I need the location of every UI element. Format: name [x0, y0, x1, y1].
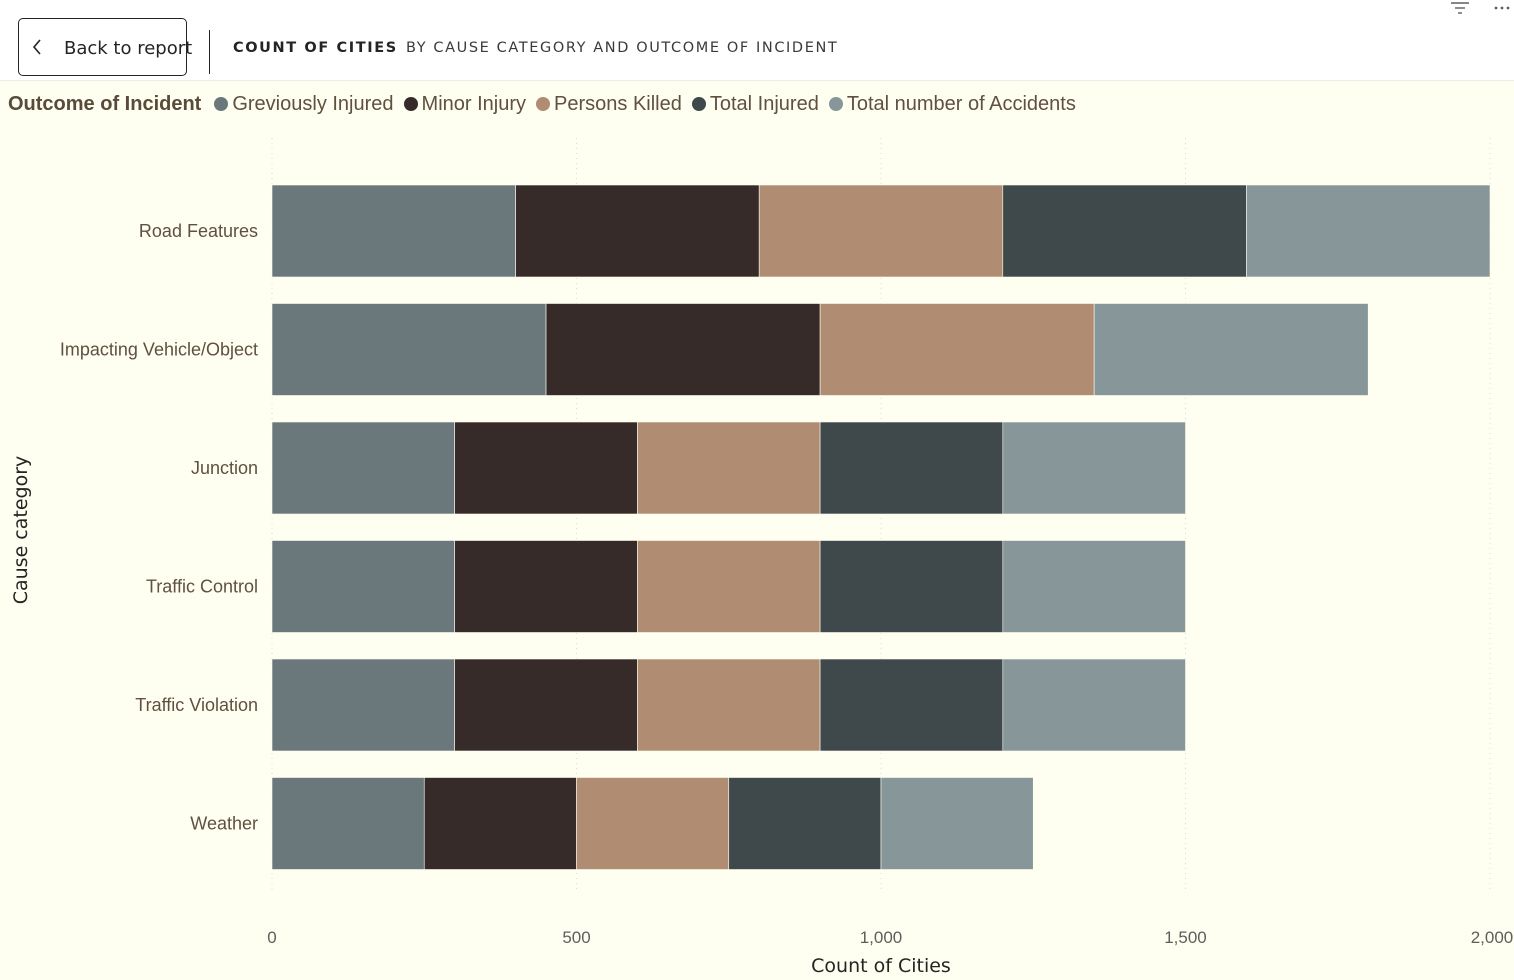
bar-segment[interactable]: [637, 658, 821, 752]
bar-segment[interactable]: [271, 777, 425, 870]
category-label: Junction: [191, 458, 258, 478]
bar-segment[interactable]: [271, 184, 516, 278]
header-divider: [209, 30, 210, 74]
legend-marker: [536, 97, 551, 111]
legend-marker: [403, 97, 418, 111]
category-label: Impacting Vehicle/Object: [60, 340, 258, 360]
bar-segment[interactable]: [515, 184, 760, 278]
bar-segment[interactable]: [423, 777, 577, 870]
bar-segment[interactable]: [880, 777, 1034, 870]
category-label: Traffic Violation: [135, 695, 258, 715]
header-bar: Back to report COUNT OF CITIES BY CAUSE …: [0, 0, 1514, 81]
bar-segment[interactable]: [819, 421, 1004, 515]
legend-item-total-accidents[interactable]: Total number of Accidents: [828, 92, 1076, 116]
y-axis-title: Cause category: [10, 456, 32, 605]
bar-segment[interactable]: [271, 540, 455, 633]
x-tick-label: 0: [267, 928, 276, 947]
legend-item-label: Greviously Injured: [232, 92, 394, 115]
back-button-label: Back to report: [64, 38, 193, 59]
bar-segment[interactable]: [454, 421, 638, 515]
bar-segment[interactable]: [758, 184, 1004, 278]
chart-legend: Outcome of Incident Greviously Injured M…: [8, 91, 1086, 117]
bar-chart: Road Features Impacting Vehicle/Object Jun…: [0, 130, 1514, 980]
legend-item-minor-injury[interactable]: Minor Injury: [403, 92, 527, 116]
bar-segment[interactable]: [271, 658, 455, 752]
legend-item-label: Total number of Accidents: [846, 92, 1076, 115]
legend-marker: [828, 97, 843, 111]
category-label: Traffic Control: [146, 577, 258, 597]
bar-segment[interactable]: [1246, 184, 1491, 278]
bar-segment[interactable]: [1093, 303, 1369, 396]
bar-segment[interactable]: [454, 540, 638, 633]
legend-item-persons-killed[interactable]: Persons Killed: [536, 93, 682, 116]
legend-marker: [214, 97, 229, 111]
bar-segment[interactable]: [819, 658, 1004, 752]
page-title: COUNT OF CITIES: [233, 40, 398, 56]
bar-segment[interactable]: [1002, 184, 1247, 278]
bar-segment[interactable]: [728, 777, 882, 870]
bar-segment[interactable]: [637, 540, 821, 633]
legend-item-greviously-injured[interactable]: Greviously Injured: [214, 92, 394, 116]
chart-svg: Road Features Impacting Vehicle/Object Jun…: [10, 138, 1514, 977]
x-axis-title: Count of Cities: [811, 955, 951, 977]
x-tick-label: 2,000: [1471, 928, 1514, 947]
filter-icon[interactable]: [1450, 0, 1470, 16]
bar-segment[interactable]: [576, 777, 730, 870]
category-label: Weather: [190, 814, 258, 834]
legend-marker: [691, 97, 706, 111]
bar-segment[interactable]: [454, 658, 638, 752]
bar-segment[interactable]: [1002, 658, 1186, 752]
bar-segment[interactable]: [1002, 540, 1186, 633]
back-to-report-button[interactable]: Back to report: [18, 18, 192, 76]
more-options-icon[interactable]: [1493, 0, 1511, 12]
x-tick-label: 500: [562, 928, 590, 947]
bar-segment[interactable]: [819, 540, 1004, 633]
category-label: Road Features: [139, 221, 258, 241]
x-tick-label: 1,000: [860, 928, 903, 947]
page-subtitle: BY CAUSE CATEGORY AND OUTCOME OF INCIDEN…: [406, 40, 839, 56]
legend-item-label: Minor Injury: [421, 92, 527, 115]
bar-segment[interactable]: [1002, 421, 1186, 515]
bar-segment[interactable]: [271, 421, 455, 515]
bar-segment[interactable]: [637, 421, 821, 515]
legend-item-label: Total Injured: [709, 92, 819, 115]
x-tick-label: 1,500: [1164, 928, 1207, 947]
bar-segment[interactable]: [271, 303, 547, 396]
bar-segment[interactable]: [819, 303, 1095, 396]
bar-segment[interactable]: [545, 303, 821, 396]
chevron-left-icon: [32, 39, 41, 55]
legend-item-total-injured[interactable]: Total Injured: [691, 92, 819, 116]
legend-title: Outcome of Incident: [8, 92, 202, 115]
legend-item-label: Persons Killed: [554, 92, 682, 115]
